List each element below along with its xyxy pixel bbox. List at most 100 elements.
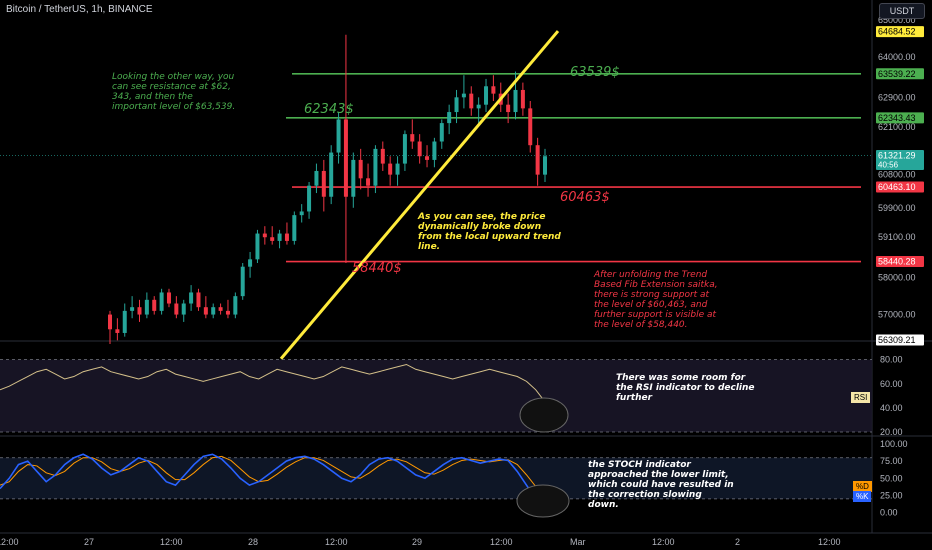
candle-body — [152, 299, 157, 311]
rsi-tag: RSI — [851, 392, 871, 403]
rsi-highlight-circle — [519, 397, 569, 433]
candle-body — [461, 93, 466, 98]
candle-body — [284, 233, 289, 241]
candle-body — [130, 307, 135, 311]
candle-body — [351, 159, 356, 197]
candle-body — [513, 89, 518, 113]
rsi-tick-label: 40.00 — [880, 403, 903, 413]
stoch-highlight-circle — [516, 484, 570, 518]
candle-body — [321, 170, 326, 197]
support-note: After unfolding the Trend Based Fib Exte… — [594, 270, 718, 330]
time-tick-label: 28 — [248, 537, 258, 547]
candle-body — [543, 156, 547, 175]
candle-body — [225, 310, 230, 315]
time-tick-label: 12:00 — [652, 537, 675, 547]
level-label-60463: 60463$ — [560, 190, 610, 205]
candle-body — [366, 178, 371, 186]
candle-body — [174, 303, 179, 315]
stoch-tick-label: 50.00 — [880, 473, 903, 483]
price-badge — [876, 112, 924, 124]
candle-body — [358, 159, 363, 179]
stoch-tick-label: 75.00 — [880, 456, 903, 466]
resistance-note: Looking the other way, you can see resis… — [112, 72, 236, 112]
price-tick-label: 60800.00 — [878, 170, 916, 180]
candle-body — [484, 86, 489, 105]
candle-body — [255, 233, 260, 260]
price-badge-label: 64684.52 — [878, 27, 916, 37]
stoch-tick-label: 25.00 — [880, 490, 903, 500]
candle-body — [425, 156, 430, 160]
price-badge-label: 61321.29 — [878, 150, 916, 160]
candle-body — [108, 314, 112, 330]
candle-body — [343, 119, 348, 197]
candle-body — [528, 108, 533, 146]
time-tick-label: 12:00 — [325, 537, 348, 547]
candle-body — [373, 148, 378, 186]
price-badge — [876, 68, 924, 80]
candle-body — [476, 104, 481, 109]
candle-body — [469, 93, 474, 109]
stoch-tick-label: 0.00 — [880, 508, 898, 518]
candle-body — [122, 310, 127, 333]
time-axis: 12:00 27 12:00 28 12:00 29 12:00 Mar 12:00 2 12:00 — [0, 537, 841, 547]
candle-body — [270, 237, 275, 241]
price-badge-label: 63539.22 — [878, 69, 916, 79]
price-badge — [876, 334, 924, 346]
time-tick-label: 12:00 — [160, 537, 183, 547]
price-grid — [0, 0, 932, 534]
candle-body — [248, 259, 253, 267]
stoch-band — [0, 457, 872, 499]
candle-body — [439, 123, 444, 142]
price-tick-label: 65000.00 — [878, 15, 916, 25]
price-badge-label: 60463.10 — [878, 182, 916, 192]
price-tick-label: 62100.00 — [878, 122, 916, 132]
candle-body — [506, 104, 511, 113]
breakdown-note: As you can see, the price dynamically br… — [418, 212, 561, 252]
candle-body — [491, 86, 496, 94]
candle-body — [454, 97, 459, 113]
candle-body — [380, 148, 385, 164]
time-tick-label: 12:00 — [818, 537, 841, 547]
rsi-tick-label: 60.00 — [880, 379, 903, 389]
candle-body — [520, 89, 525, 109]
candle-body — [262, 233, 267, 238]
price-badge — [876, 149, 924, 170]
time-tick-label: 12:00 — [0, 537, 19, 547]
price-tick-label: 64000.00 — [878, 52, 916, 62]
candle-body — [432, 141, 437, 160]
rsi-tick-label: 80.00 — [880, 355, 903, 365]
candle-body — [144, 299, 149, 315]
candle-body — [388, 163, 393, 175]
candle-body — [196, 292, 201, 308]
rsi-note: There was some room for the RSI indicato… — [616, 373, 755, 403]
price-badge — [876, 181, 924, 193]
chart-title: Bitcoin / TetherUS, 1h, BINANCE — [6, 4, 153, 15]
candle-body — [203, 307, 208, 315]
candle-body — [115, 329, 120, 333]
level-label-62343: 62343$ — [304, 102, 354, 117]
time-tick-label: 29 — [412, 537, 422, 547]
price-badge — [876, 26, 924, 38]
candle-body — [159, 292, 164, 311]
price-badge-label: 62343.43 — [878, 113, 916, 123]
stoch-pane — [0, 453, 872, 518]
countdown-label: 40:56 — [878, 160, 899, 169]
candle-body — [395, 163, 400, 175]
stoch-tick-label: 100.00 — [880, 439, 908, 449]
candle-body — [417, 141, 422, 157]
price-axis: 65000.00 64000.00 62900.00 62100.00 60800.00… — [876, 15, 924, 518]
candle-body — [535, 145, 540, 175]
time-tick-label: 27 — [84, 537, 94, 547]
candle-body — [402, 134, 407, 164]
stoch-k-tag: %K — [853, 491, 872, 502]
currency-button[interactable]: USDT — [879, 3, 925, 19]
candlestick-series — [108, 34, 547, 345]
candle-body — [410, 134, 415, 142]
rsi-pane — [0, 359, 872, 433]
candle-body — [166, 292, 171, 304]
level-label-58440: 58440$ — [352, 261, 402, 276]
price-tick-label: 59100.00 — [878, 232, 916, 242]
price-tick-label: 62900.00 — [878, 92, 916, 102]
candle-body — [336, 119, 341, 153]
